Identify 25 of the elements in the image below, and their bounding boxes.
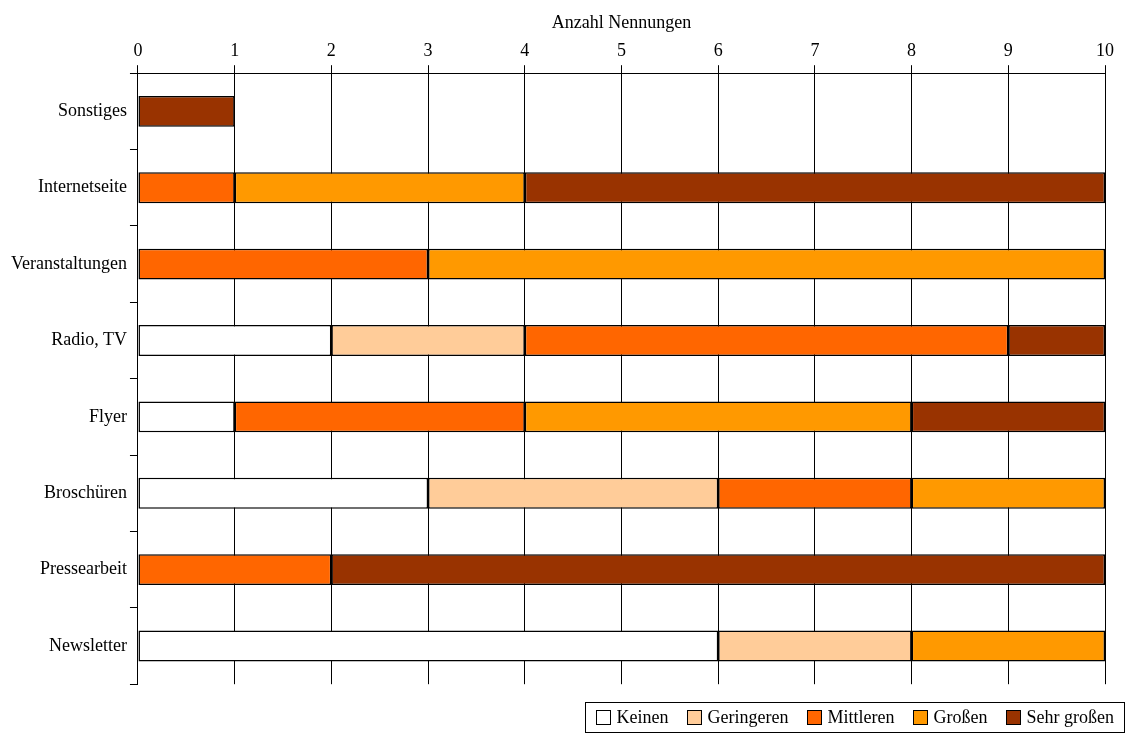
- x-tick-label: 1: [230, 40, 240, 61]
- y-tick-label: Internetseite: [37, 176, 127, 197]
- x-tick-label: 3: [423, 40, 433, 61]
- x-tick-label: 5: [616, 40, 626, 61]
- x-tick-label: 7: [810, 40, 820, 61]
- legend-label: Sehr großen: [1026, 707, 1114, 728]
- x-tick-label: 2: [326, 40, 336, 61]
- y-tick-label: Veranstaltungen: [10, 252, 127, 273]
- x-tick-label: 10: [1096, 40, 1114, 61]
- x-tick-label: 6: [713, 40, 723, 61]
- x-tick-label: 8: [907, 40, 917, 61]
- x-tick-label: 9: [1003, 40, 1013, 61]
- y-tick-label: Sonstiges: [57, 100, 127, 121]
- legend-label: Geringeren: [707, 707, 789, 728]
- y-tick-label: Flyer: [88, 405, 127, 426]
- y-tick-label: Newsletter: [48, 634, 127, 655]
- y-tick-label: Broschüren: [43, 482, 127, 502]
- y-tick-label: Pressearbeit: [39, 558, 127, 579]
- x-tick-label: 4: [520, 40, 530, 61]
- text: Keinen: [616, 707, 669, 728]
- x-axis-title: Anzahl Nennungen: [551, 11, 692, 32]
- y-tick-label: Radio, TV: [51, 329, 127, 350]
- legend-label: Mittleren: [827, 707, 895, 728]
- legend-label: Großen: [933, 707, 988, 728]
- x-tick-label: 0: [133, 40, 143, 61]
